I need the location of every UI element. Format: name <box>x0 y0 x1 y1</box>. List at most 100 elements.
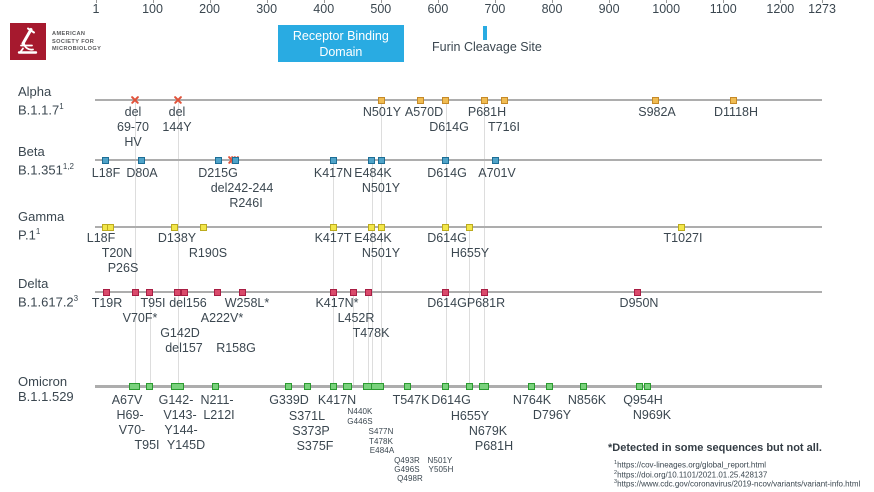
mutation-marker <box>442 288 450 296</box>
mutation-marker <box>442 156 450 164</box>
mutation-label: R190S <box>188 246 228 260</box>
mutation-label: T478K <box>352 326 390 340</box>
mutation-marker <box>342 382 352 390</box>
mutation-label: D614G <box>431 393 471 407</box>
footnote-ref-marker: 1 <box>59 102 64 111</box>
mutation-label: L18F <box>91 166 121 180</box>
scale-tick <box>609 0 611 3</box>
scale-tick-label: 1100 <box>709 2 737 16</box>
mutation-label: H69- <box>116 408 144 422</box>
mutation-label: 69-70 <box>117 120 149 134</box>
mutation-marker <box>404 382 412 390</box>
mutation-marker <box>329 223 337 231</box>
mutation-label: N969K <box>632 408 672 422</box>
mutation-label: G339D <box>269 393 309 407</box>
mutation-label: P681H <box>474 439 514 453</box>
mutation-marker <box>636 382 644 390</box>
connector-line <box>368 292 370 386</box>
mutation-label: N501Y <box>361 246 401 260</box>
footnote-ref-marker: 2 <box>614 469 618 476</box>
mutation-label: A570D <box>404 105 444 119</box>
deletion-x-icon <box>173 96 182 105</box>
mutation-label: del <box>168 105 186 119</box>
mutation-marker <box>634 288 642 296</box>
mutation-label: P681R <box>466 296 506 310</box>
mutation-label: N764K <box>512 393 552 407</box>
mutation-label: E484A <box>369 446 395 455</box>
mutation-label: T478K <box>368 437 394 446</box>
footnote-ref: 1https://cov-lineages.org/global_report.… <box>614 460 767 470</box>
mutation-marker <box>465 382 473 390</box>
connector-line <box>135 100 137 386</box>
mutation-marker <box>364 288 372 296</box>
variant-name: Omicron <box>18 374 68 389</box>
scale-tick-label: 1000 <box>652 2 681 16</box>
track-label-beta: Beta B.1.3511,2 <box>18 144 74 177</box>
track-label-omicron: Omicron B.1.1.529 <box>18 374 74 404</box>
mutation-marker <box>500 96 508 104</box>
scale-tick-label: 300 <box>256 2 278 16</box>
mutation-label: A701V <box>478 166 516 180</box>
mutation-marker <box>478 382 489 390</box>
furin-cleavage-site-label: Furin Cleavage Site <box>432 40 542 54</box>
scale-tick <box>723 0 725 3</box>
mutation-marker <box>370 382 384 390</box>
mutation-marker <box>146 288 154 296</box>
mutation-label: del157 <box>165 341 203 355</box>
mutation-label: H655Y <box>450 409 490 423</box>
mutation-label: Q493R <box>394 456 420 465</box>
mutation-marker <box>146 382 154 390</box>
mutation-label: N856K <box>567 393 607 407</box>
mutation-label: E484K <box>354 166 392 180</box>
mutation-label: V70- <box>118 423 146 437</box>
mutation-marker <box>730 96 738 104</box>
track-line-alpha <box>95 99 822 101</box>
mutation-label: T716I <box>488 120 520 134</box>
variant-name: Gamma <box>18 209 65 224</box>
mutation-marker <box>131 288 139 296</box>
mutation-label: Q954H <box>623 393 663 407</box>
asm-logo <box>10 23 46 60</box>
mutation-label: G446S <box>347 417 373 426</box>
footnote-ref-marker: 1 <box>614 460 618 466</box>
mutation-label: N501Y <box>362 105 402 119</box>
variant-name: Alpha <box>18 84 52 99</box>
track-label-alpha: Alpha B.1.1.71 <box>18 84 64 117</box>
connector-line <box>381 100 383 386</box>
mutation-label: T1027I <box>663 231 703 245</box>
lineage-label: B.1.617.23 <box>18 294 79 310</box>
mutation-label: S373P <box>292 424 330 438</box>
lineage-label: B.1.3511,2 <box>18 162 74 178</box>
connector-line <box>469 227 471 386</box>
scale-tick <box>666 0 668 3</box>
mutation-marker <box>102 288 110 296</box>
mutation-label: A67V <box>111 393 143 407</box>
scale-tick-label: 1 <box>92 2 100 16</box>
furin-cleavage-site-marker <box>482 26 487 40</box>
mutation-label: Q498R <box>397 474 423 483</box>
scale-tick <box>822 0 823 3</box>
mutation-label: del <box>124 105 142 119</box>
mutation-label: T547K <box>392 393 430 407</box>
mutation-label: R246I <box>229 196 263 210</box>
mutation-label: D950N <box>619 296 659 310</box>
mutation-label: G142- <box>158 393 194 407</box>
mutation-marker <box>232 156 240 164</box>
scale-tick <box>552 0 554 3</box>
mutation-label: K417T <box>314 231 352 245</box>
mutation-marker <box>349 288 357 296</box>
scale-tick <box>323 0 325 3</box>
mutation-marker <box>170 382 184 390</box>
scale-tick-label: 200 <box>199 2 221 16</box>
mutation-label: R158G <box>216 341 256 355</box>
mutation-marker <box>644 382 652 390</box>
mutation-label: Y505H <box>428 465 454 474</box>
track-line-beta <box>95 159 822 161</box>
mutation-label: HV <box>124 135 142 149</box>
mutation-marker <box>368 156 376 164</box>
scale-tick-label: 1273 <box>808 2 836 16</box>
mutation-marker <box>442 382 450 390</box>
scale-tick <box>152 0 154 3</box>
mutation-label: N440K <box>347 407 373 416</box>
mutation-label: V70F* <box>122 311 158 325</box>
